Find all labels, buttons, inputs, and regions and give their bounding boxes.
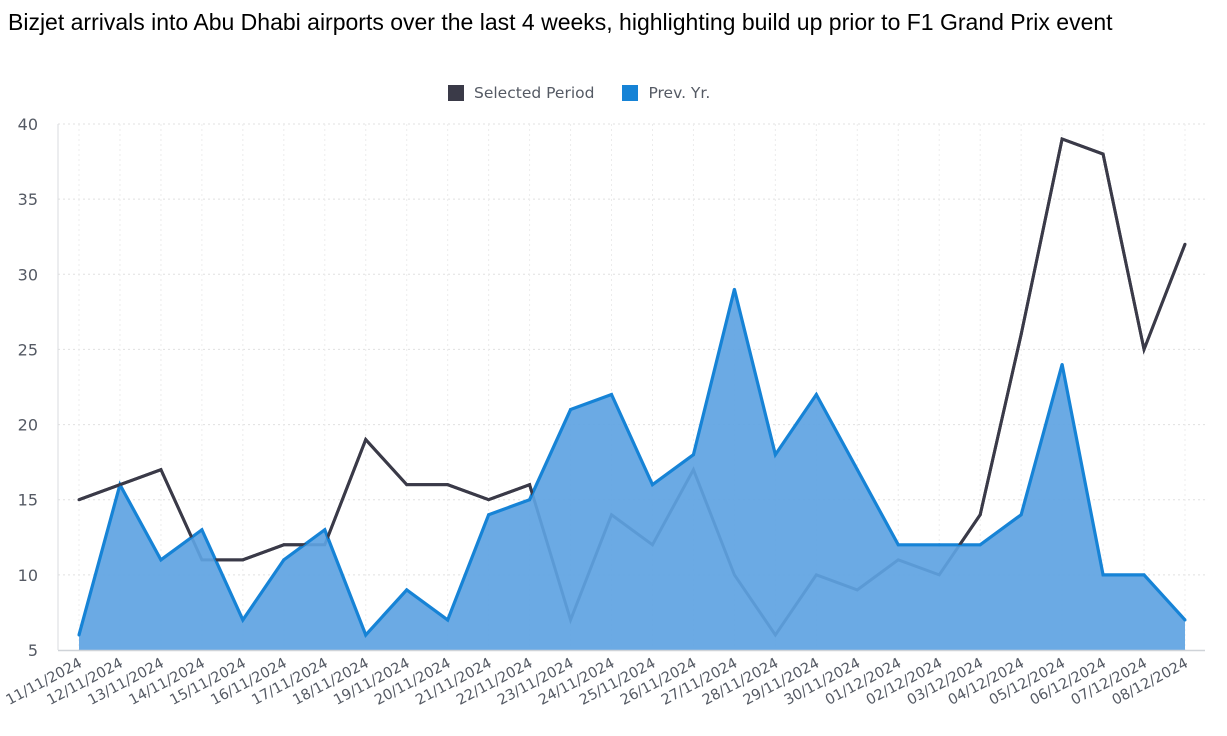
legend-swatch-prev-yr: [622, 85, 639, 101]
selected-period-point: [487, 498, 491, 502]
selected-period-point: [446, 483, 450, 487]
selected-period-point: [1019, 332, 1023, 336]
prev-yr-line: [77, 288, 1187, 638]
selected-period-point: [528, 483, 532, 487]
prev-yr-point: [159, 558, 163, 562]
selected-period-point: [1183, 242, 1187, 246]
selected-period-point: [364, 438, 368, 442]
prev-yr-point: [1019, 513, 1023, 517]
prev-yr-point: [814, 393, 818, 397]
selected-period-point: [118, 483, 122, 487]
prev-yr-point: [200, 528, 204, 532]
prev-yr-point: [446, 618, 450, 622]
selected-period-point: [77, 498, 81, 502]
prev-yr-point: [487, 513, 491, 517]
y-tick-label: 5: [28, 641, 38, 660]
prev-yr-point: [732, 287, 736, 291]
y-tick-label: 10: [18, 566, 38, 585]
prev-yr-point: [937, 543, 941, 547]
prev-yr-point: [610, 393, 614, 397]
prev-yr-point: [978, 543, 982, 547]
y-axis-ticks: 5 10 15 20 25 30 35 40: [18, 115, 38, 660]
prev-yr-point: [241, 618, 245, 622]
prev-yr-point: [323, 528, 327, 532]
y-tick-label: 35: [18, 190, 38, 209]
prev-yr-point: [1183, 618, 1187, 622]
chart-title: Bizjet arrivals into Abu Dhabi airports …: [8, 9, 1113, 35]
selected-period-point: [405, 483, 409, 487]
prev-yr-point: [691, 453, 695, 457]
y-tick-label: 30: [18, 265, 38, 284]
prev-yr-point: [1060, 362, 1064, 366]
selected-period-point: [241, 558, 245, 562]
prev-yr-point: [773, 453, 777, 457]
legend-label-selected-period: Selected Period: [474, 84, 595, 102]
legend-item-selected-period[interactable]: Selected Period: [448, 84, 594, 102]
legend-label-prev-yr: Prev. Yr.: [648, 84, 711, 102]
prev-yr-area: [79, 289, 1185, 650]
prev-yr-series: [77, 287, 1187, 650]
selected-period-point: [282, 543, 286, 547]
selected-period-point: [1101, 152, 1105, 156]
prev-yr-point: [282, 558, 286, 562]
selected-period-point: [978, 513, 982, 517]
selected-period-point: [159, 468, 163, 472]
prev-yr-point: [1101, 573, 1105, 577]
prev-yr-point: [364, 633, 368, 637]
y-tick-label: 25: [18, 340, 38, 359]
selected-period-point: [1060, 137, 1064, 141]
prev-yr-point: [1142, 573, 1146, 577]
legend: Selected Period Prev. Yr.: [448, 84, 738, 102]
y-tick-label: 15: [18, 491, 38, 510]
prev-yr-point: [569, 408, 573, 412]
x-axis-ticks: 11/11/202412/11/202413/11/202414/11/2024…: [4, 655, 1191, 708]
y-tick-label: 40: [18, 115, 38, 134]
prev-yr-point: [528, 498, 532, 502]
y-tick-label: 20: [18, 416, 38, 435]
prev-yr-point: [855, 468, 859, 472]
selected-period-point: [1142, 347, 1146, 351]
prev-yr-point: [650, 483, 654, 487]
prev-yr-point: [896, 543, 900, 547]
prev-yr-point: [77, 633, 81, 637]
prev-yr-point: [405, 588, 409, 592]
legend-item-prev-yr[interactable]: Prev. Yr.: [622, 84, 710, 102]
legend-swatch-selected-period: [448, 85, 464, 101]
